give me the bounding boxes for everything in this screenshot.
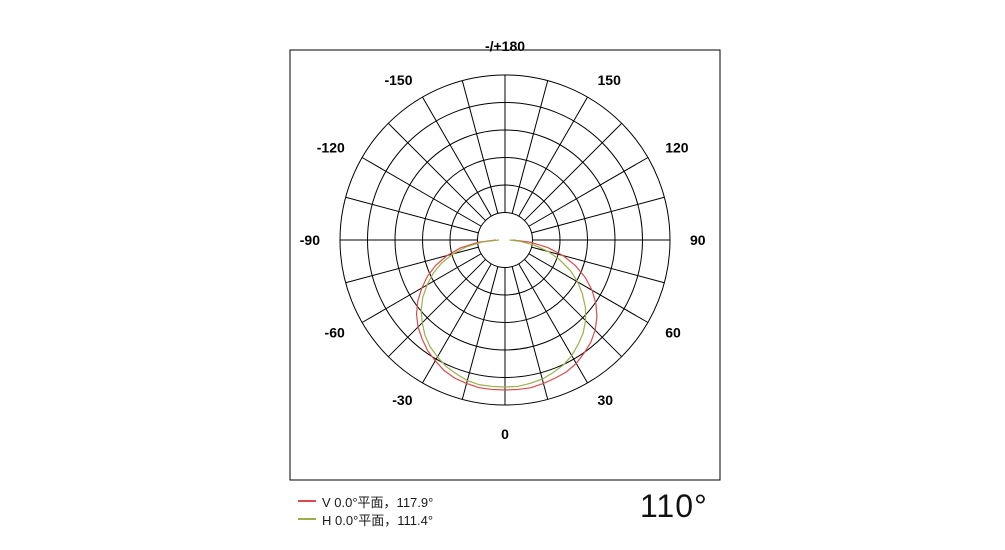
angle-label: 60 xyxy=(665,325,681,341)
beam-angle-value: 110° xyxy=(640,488,708,524)
legend-label: H 0.0°平面，111.4° xyxy=(322,510,433,529)
angle-label: 0 xyxy=(501,426,509,442)
legend-swatch xyxy=(298,500,316,502)
angle-label: 90 xyxy=(690,232,706,248)
polar-chart: -/+180 -150 150 -120 120 -90 90 -60 60 -30 30 0 xyxy=(0,0,1005,550)
legend-item: H 0.0°平面，111.4° xyxy=(298,510,433,528)
legend: V 0.0°平面，117.9°H 0.0°平面，111.4° xyxy=(298,492,433,528)
angle-label: -30 xyxy=(392,392,412,408)
legend-item: V 0.0°平面，117.9° xyxy=(298,492,433,510)
page-container: { "chart": { "type": "polar-luminous-int… xyxy=(0,0,1005,550)
angle-label: 120 xyxy=(665,140,689,156)
angle-label: -/+180 xyxy=(485,38,525,54)
beam-angle-label: 110° xyxy=(640,488,708,525)
angle-label: -120 xyxy=(317,140,345,156)
angle-label: -150 xyxy=(384,72,412,88)
angle-label: 30 xyxy=(598,392,614,408)
angle-label: 150 xyxy=(598,72,622,88)
legend-label: V 0.0°平面，117.9° xyxy=(322,492,433,511)
angle-label: -60 xyxy=(325,325,345,341)
angle-label: -90 xyxy=(300,232,320,248)
legend-swatch xyxy=(298,518,316,520)
